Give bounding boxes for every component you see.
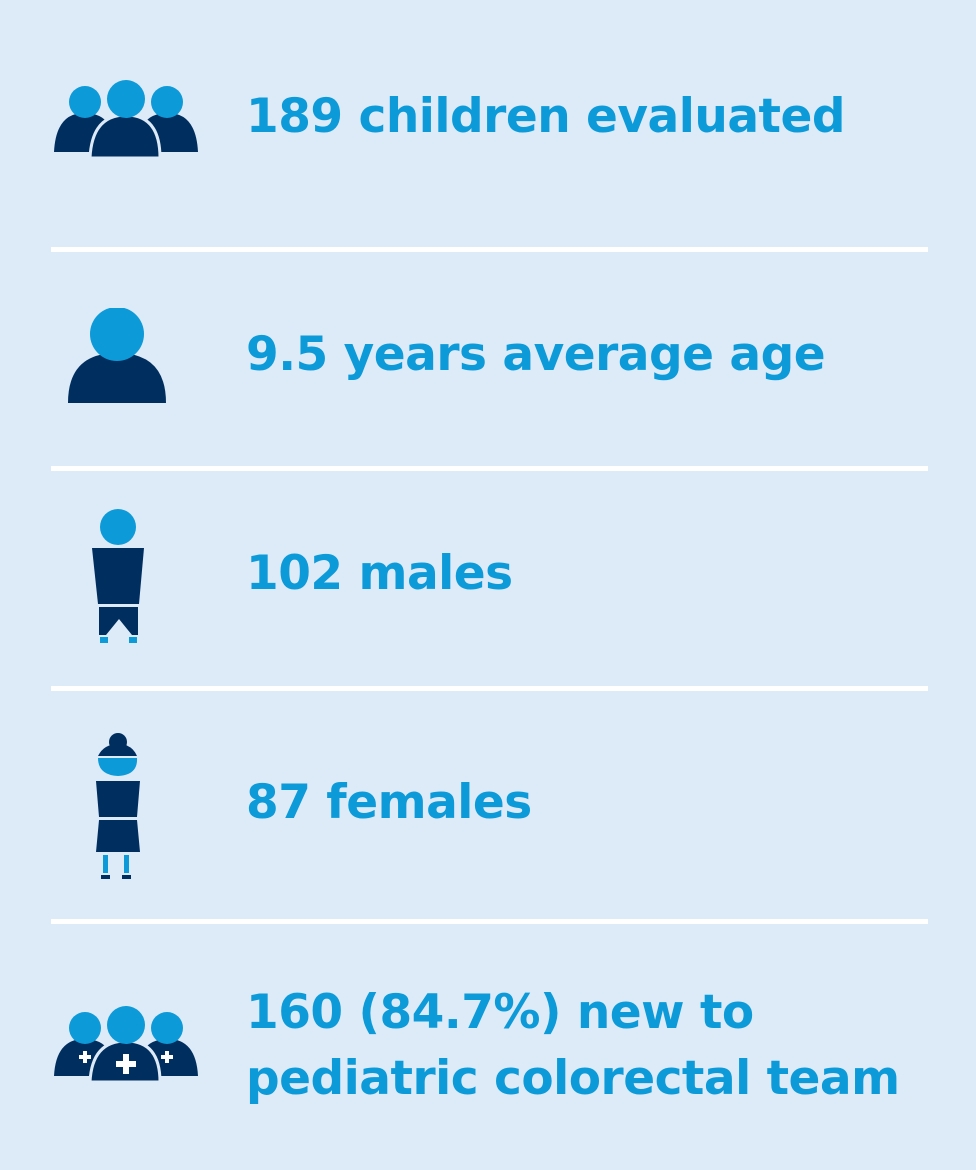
stat-row-males: 102 males [0,471,976,686]
male-figure-icon [92,509,144,643]
person-icon [68,308,166,403]
divider [51,466,928,471]
medical-team-icon [54,1006,198,1084]
divider [51,919,928,924]
stat-females: 87 females [246,775,532,830]
stat-new-to-team-line2: pediatric colorectal team [246,1051,900,1106]
stat-row-average-age: 9.5 years average age [0,252,976,466]
stat-row-females: 87 females [0,691,976,919]
female-figure-icon [96,733,140,879]
stat-males: 102 males [246,546,513,601]
stat-row-children: 189 children evaluated [0,0,976,247]
group-of-people-icon [54,80,198,160]
divider [51,686,928,691]
stat-row-new-to-team: 160 (84.7%) new to pediatric colorectal … [0,924,976,1170]
divider [51,247,928,252]
stat-new-to-team-line1: 160 (84.7%) new to [246,985,754,1040]
stat-average-age: 9.5 years average age [246,327,826,382]
stat-children-evaluated: 189 children evaluated [246,89,846,144]
